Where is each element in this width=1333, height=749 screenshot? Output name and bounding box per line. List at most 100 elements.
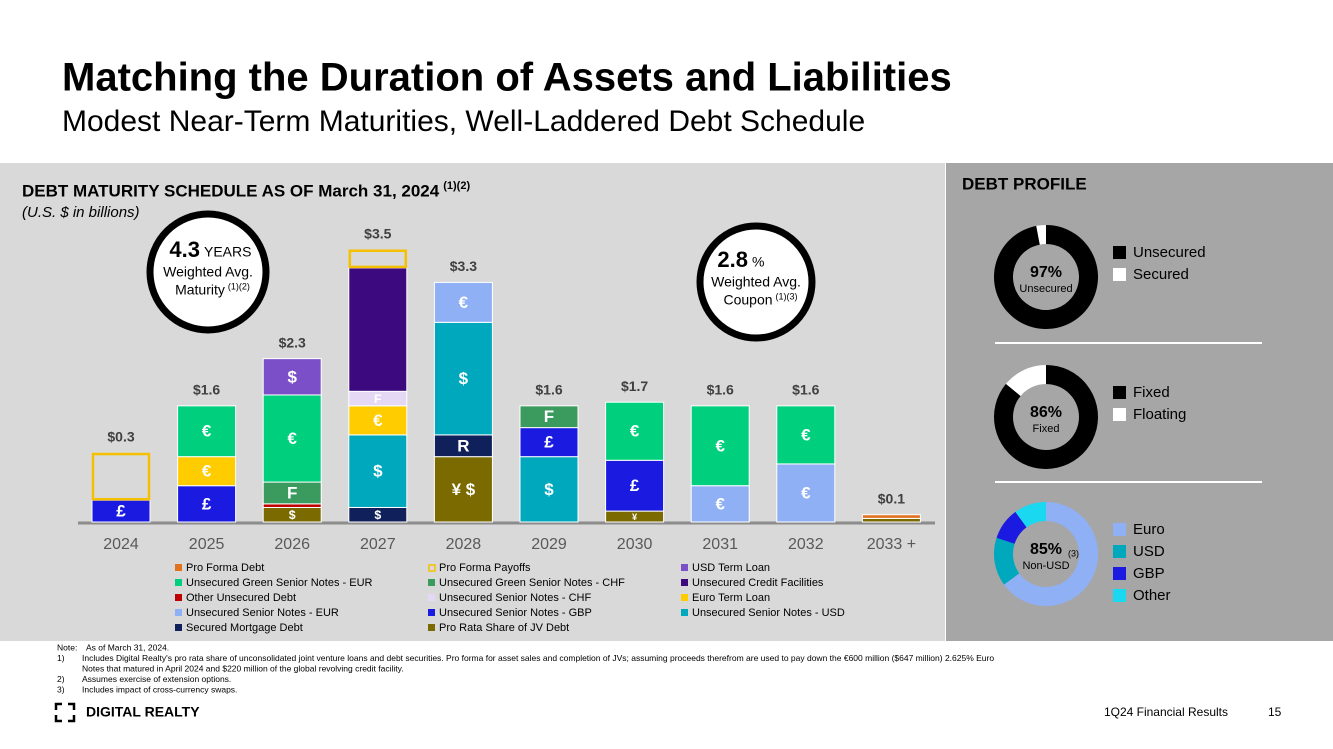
legend-swatch <box>681 564 688 571</box>
segment-label: $ <box>289 508 296 522</box>
donut-legend-label: Other <box>1133 587 1171 604</box>
legend-label: Euro Term Loan <box>692 592 770 604</box>
legend-swatch <box>681 579 688 586</box>
total-label: $1.6 <box>707 382 734 398</box>
donut-legend-swatch <box>1113 589 1126 602</box>
segment-label: € <box>373 411 383 430</box>
total-label: $3.5 <box>364 225 391 241</box>
segment-label: € <box>801 483 811 502</box>
total-label: $1.6 <box>535 382 562 398</box>
bar-segment <box>262 358 322 396</box>
legend-label: Pro Rata Share of JV Debt <box>439 622 569 634</box>
bar-segment <box>861 514 921 519</box>
legend-label: Other Unsecured Debt <box>186 592 296 604</box>
segment-label: R <box>457 436 469 455</box>
donut-segment <box>1036 225 1046 245</box>
subtitle: Modest Near-Term Maturities, Well-Ladder… <box>62 105 865 138</box>
segment-label: ¥ $ <box>452 480 476 499</box>
chart-subtitle: (U.S. $ in billions) <box>22 204 140 221</box>
bar-segment <box>776 463 836 523</box>
total-label: $0.3 <box>107 429 134 445</box>
legend-label: Pro Forma Debt <box>186 562 264 574</box>
callout-ring <box>696 222 816 342</box>
legend-swatch <box>175 564 182 571</box>
bar-segment <box>262 503 322 508</box>
note-text: Notes that matured in April 2024 and $22… <box>82 663 404 673</box>
donut-legend-label: Euro <box>1133 521 1165 538</box>
logo-mark <box>54 702 76 723</box>
bar-segment <box>605 459 665 512</box>
legend-label: Unsecured Senior Notes - CHF <box>439 592 592 604</box>
bar-segment <box>262 394 322 483</box>
x-tick-label: 2024 <box>103 536 139 553</box>
payoff-bar <box>91 452 151 501</box>
page-label: 1Q24 Financial Results <box>1104 705 1228 719</box>
donut-legend-swatch <box>1113 246 1126 259</box>
legend-label: Unsecured Green Senior Notes - EUR <box>186 577 373 589</box>
legend-label: Unsecured Credit Facilities <box>692 577 824 589</box>
bar-segment <box>348 267 408 392</box>
segment-label: F <box>287 483 297 502</box>
donut-segment <box>1005 365 1046 396</box>
legend-label: USD Term Loan <box>692 562 770 574</box>
legend-swatch <box>175 609 182 616</box>
donut-center: 86% <box>1030 404 1062 421</box>
chart-title-note: (1)(2) <box>443 180 470 192</box>
bar-segment <box>519 427 579 458</box>
donut-legend-label: USD <box>1133 543 1165 560</box>
bar-segment <box>433 281 493 323</box>
x-tick-label: 2028 <box>446 536 482 553</box>
x-tick-label: 2029 <box>531 536 567 553</box>
legend-swatch <box>681 594 688 601</box>
donut-center-sub: Non-USD <box>1022 560 1069 572</box>
bar-segment <box>519 405 579 429</box>
donut-legend-swatch <box>1113 408 1126 421</box>
donut-legend-swatch <box>1113 523 1126 536</box>
total-label: $2.3 <box>279 334 306 350</box>
legend-swatch <box>175 579 182 586</box>
segment-label: £ <box>630 476 640 495</box>
total-label: $3.3 <box>450 258 477 274</box>
segment-label: F <box>544 407 554 426</box>
callout-value: 2.8 <box>717 247 748 272</box>
note-text: Assumes exercise of extension options. <box>82 674 231 684</box>
donut-legend-label: Secured <box>1133 266 1189 283</box>
note-marker: 1) <box>57 653 65 663</box>
segment-label: £ <box>544 433 554 452</box>
donut-center-sub: Fixed <box>1033 423 1060 435</box>
legend-swatch <box>428 564 436 572</box>
bar-segment <box>348 405 408 436</box>
bar-segment <box>433 456 493 523</box>
x-tick-label: 2025 <box>189 536 225 553</box>
donut-segment <box>994 225 1098 330</box>
callout-line: Weighted Avg. <box>163 264 253 280</box>
donut-legend-swatch <box>1113 268 1126 281</box>
x-tick-label: 2026 <box>274 536 310 553</box>
note-marker: 3) <box>57 684 65 694</box>
segment-label: € <box>715 436 725 455</box>
bar-segment <box>177 456 237 487</box>
bar-segment <box>776 405 836 465</box>
donut-legend-label: Floating <box>1133 406 1186 423</box>
title: Matching the Duration of Assets and Liab… <box>62 56 952 100</box>
x-tick-label: 2027 <box>360 536 396 553</box>
bar-segment <box>605 401 665 461</box>
donut-segment <box>996 511 1027 544</box>
note-marker: 2) <box>57 674 65 684</box>
legend-label: Unsecured Senior Notes - GBP <box>439 607 592 619</box>
segment-label: € <box>202 462 212 481</box>
total-label: $1.6 <box>792 382 819 398</box>
donut-legend-swatch <box>1113 386 1126 399</box>
page-number: 15 <box>1268 705 1282 719</box>
segment-label: £ <box>116 502 126 521</box>
bar-segment <box>519 456 579 523</box>
donut-legend-label: GBP <box>1133 565 1165 582</box>
bar-segment <box>177 405 237 458</box>
x-tick-label: 2032 <box>788 536 824 553</box>
donut-segment <box>1003 502 1099 606</box>
legend-swatch <box>428 594 435 601</box>
note-text: Includes impact of cross-currency swaps. <box>82 684 237 694</box>
segment-label: € <box>801 425 811 444</box>
donut-legend-swatch <box>1113 545 1126 558</box>
